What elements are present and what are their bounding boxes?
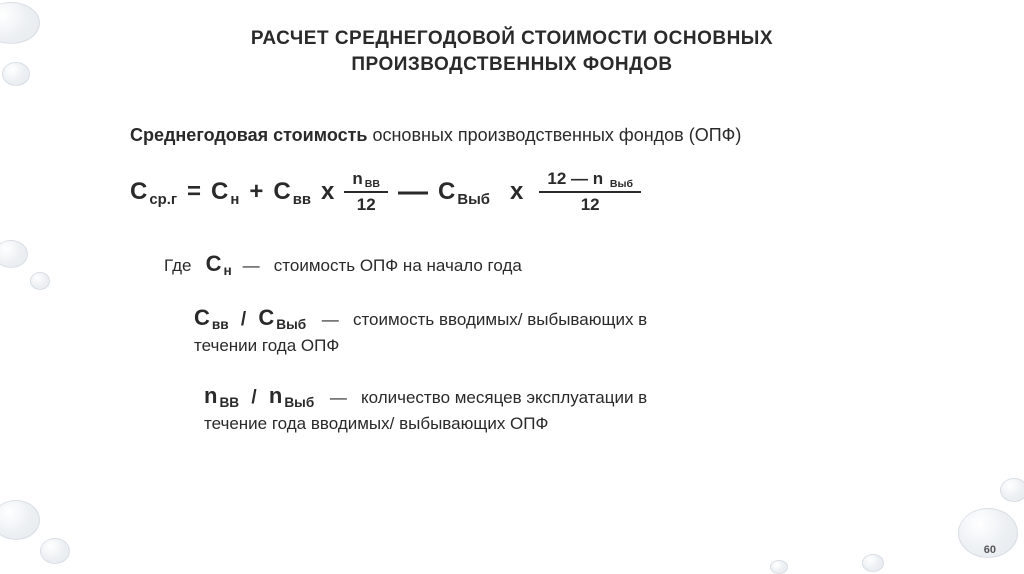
def2-text: стоимость вводимых/ выбывающих в xyxy=(353,310,647,329)
where-label: Где xyxy=(164,256,191,275)
def-1: Где Сн — стоимость ОПФ на начало года xyxy=(164,248,914,280)
def3-slash: / xyxy=(251,387,256,408)
def2-dash: — xyxy=(322,310,339,329)
slide-title: РАСЧЕТ СРЕДНЕГОДОВОЙ СТОИМОСТИ ОСНОВНЫХ … xyxy=(0,0,1024,77)
times: х xyxy=(321,178,334,206)
def1-dash: — xyxy=(243,256,260,275)
def2-cont: течении года ОПФ xyxy=(194,334,914,359)
bubble xyxy=(2,62,30,86)
equals: = xyxy=(187,178,201,206)
var-c-vyb: С Выб xyxy=(438,178,490,206)
fraction-2: 12 — n Выб 12 xyxy=(539,170,641,214)
bubble xyxy=(40,538,70,564)
plus: + xyxy=(249,178,263,206)
bubble xyxy=(862,554,884,572)
bubble xyxy=(0,500,40,540)
frac2-den: 12 xyxy=(573,196,608,214)
def-2: Свв / СВыб — стоимость вводимых/ выбываю… xyxy=(164,302,914,359)
def3-cont: течение года вводимых/ выбывающих ОПФ xyxy=(204,412,914,437)
bubble xyxy=(1000,478,1024,502)
title-line1: РАСЧЕТ СРЕДНЕГОДОВОЙ СТОИМОСТИ ОСНОВНЫХ xyxy=(0,26,1024,52)
def1-text: стоимость ОПФ на начало года xyxy=(274,256,522,275)
def3-text: количество месяцев эксплуатации в xyxy=(361,388,647,407)
subtitle: Среднегодовая стоимость основных произво… xyxy=(130,125,914,146)
def3-var2: nВыб xyxy=(269,380,314,412)
bubble xyxy=(770,560,788,574)
var-c-vv: С вв xyxy=(273,178,311,206)
definitions: Где Сн — стоимость ОПФ на начало года Св… xyxy=(130,248,914,437)
def3-var1: nВВ xyxy=(204,380,239,412)
page-number: 60 xyxy=(984,544,996,556)
var-c-srg: С ср.г xyxy=(130,178,177,206)
frac2-num: 12 — n Выб xyxy=(539,170,641,188)
times-2: х xyxy=(510,178,523,206)
title-line2: ПРОИЗВОДСТВЕННЫХ ФОНДОВ xyxy=(0,52,1024,78)
def2-var1: Свв xyxy=(194,302,229,334)
subtitle-bold: Среднегодовая стоимость xyxy=(130,125,367,145)
frac1-num: nВВ xyxy=(344,170,388,188)
var-c-n: С н xyxy=(211,178,239,206)
formula: С ср.г = С н + С вв х nВВ 12 — С Выб х xyxy=(130,170,914,214)
frac2-bar xyxy=(539,191,641,193)
content: Среднегодовая стоимость основных произво… xyxy=(0,77,1024,437)
bubble xyxy=(30,272,50,290)
fraction-1: nВВ 12 xyxy=(344,170,388,214)
def1-var: Сн xyxy=(206,248,232,280)
frac1-bar xyxy=(344,191,388,193)
def2-slash: / xyxy=(241,309,246,330)
def3-dash: — xyxy=(330,388,347,407)
minus: — xyxy=(398,175,428,209)
subtitle-rest: основных производственных фондов (ОПФ) xyxy=(367,125,741,145)
def2-var2: СВыб xyxy=(258,302,306,334)
def-3: nВВ / nВыб — количество месяцев эксплуат… xyxy=(164,380,914,437)
frac1-den: 12 xyxy=(349,196,384,214)
